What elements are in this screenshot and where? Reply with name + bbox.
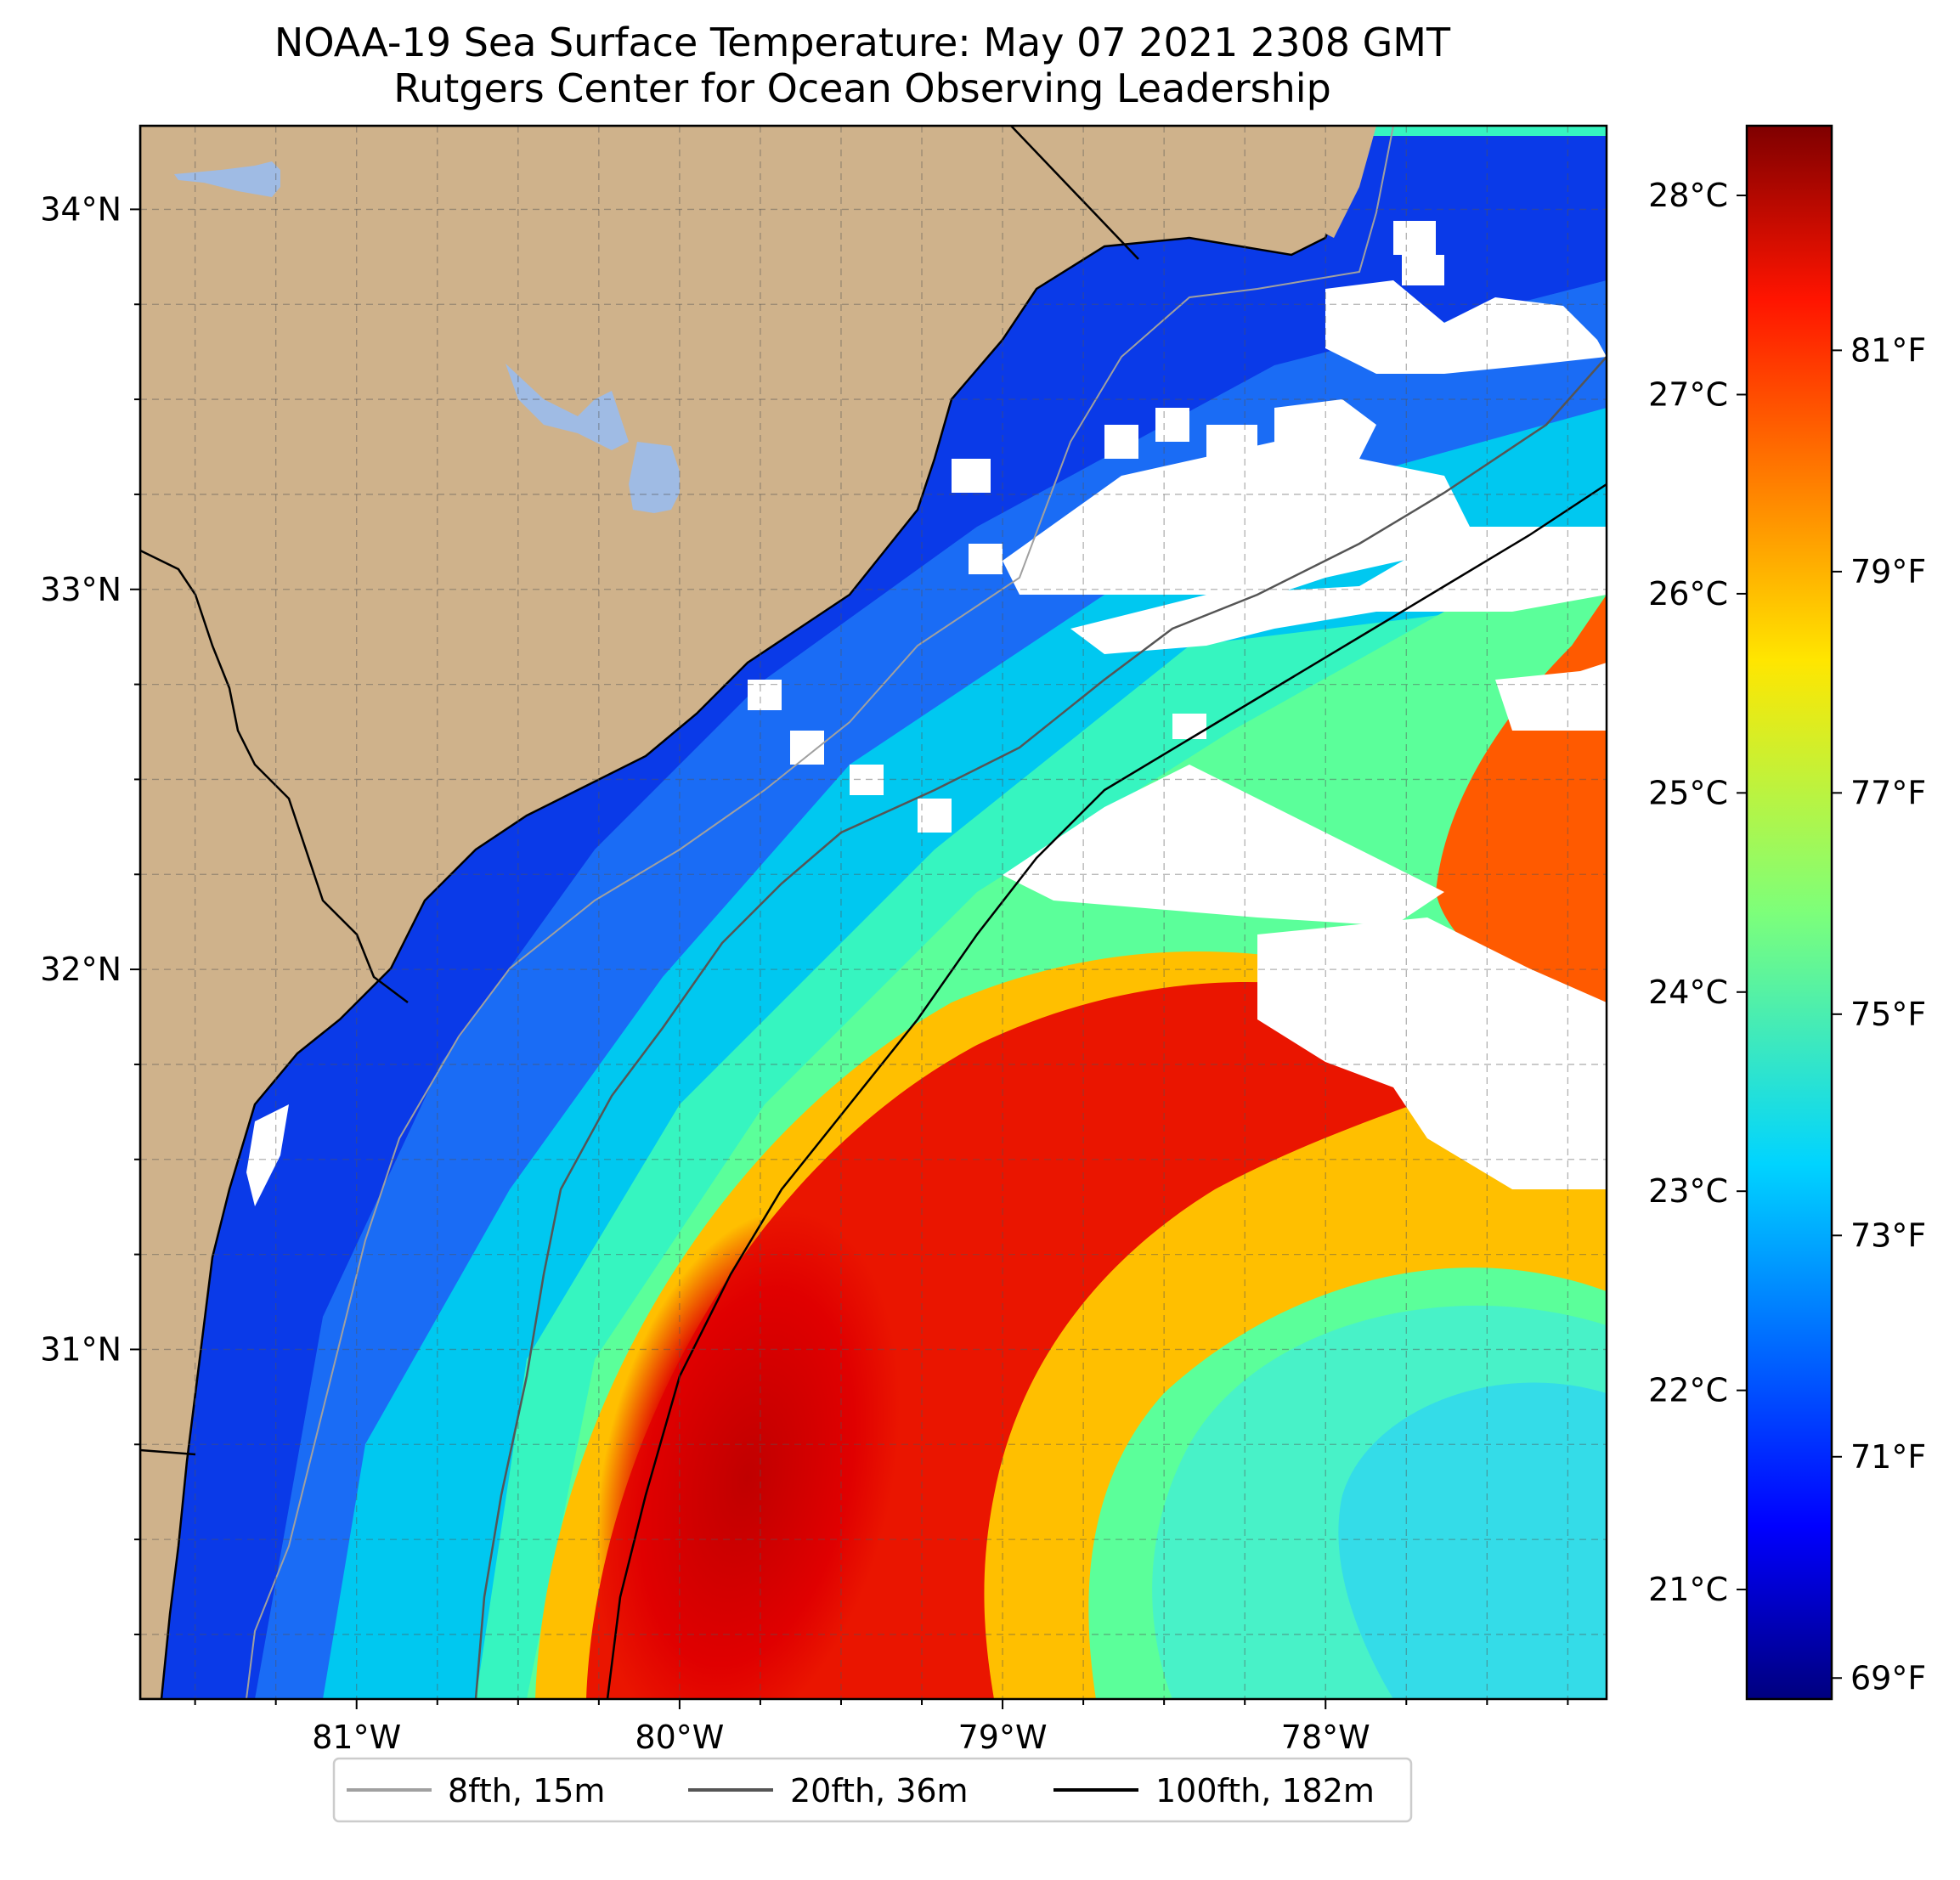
lake-marion bbox=[506, 364, 629, 450]
latitude-axis: 31°N 32°N 33°N 34°N bbox=[40, 190, 140, 1635]
celsius-tick-label: 25°C bbox=[1648, 774, 1728, 811]
celsius-tick-label: 24°C bbox=[1648, 974, 1728, 1011]
figure-title: NOAA-19 Sea Surface Temperature: May 07 … bbox=[274, 20, 1451, 65]
longitude-tick-label: 79°W bbox=[958, 1719, 1048, 1756]
longitude-tick-label: 80°W bbox=[635, 1719, 724, 1756]
fahrenheit-tick-label: 79°F bbox=[1850, 553, 1926, 590]
land-strip-northeast bbox=[1317, 126, 1376, 238]
state-border-north bbox=[1010, 126, 1139, 260]
cloud-mask bbox=[246, 221, 1607, 1206]
contour-8fth-15m bbox=[246, 126, 1394, 1699]
latitude-tick-label: 32°N bbox=[40, 951, 121, 988]
legend: 8fth, 15m 20fth, 36m 100fth, 182m bbox=[332, 1757, 1413, 1823]
state-border-south bbox=[140, 1448, 196, 1456]
celsius-axis: 21°C 22°C 23°C 24°C 25°C 26°C 27°C 28°C bbox=[1648, 177, 1747, 1608]
legend-frame bbox=[332, 1757, 1413, 1823]
latitude-tick-label: 31°N bbox=[40, 1330, 121, 1368]
longitude-tick-label: 81°W bbox=[312, 1719, 401, 1756]
celsius-tick-label: 22°C bbox=[1648, 1372, 1728, 1409]
latitude-tick-label: 34°N bbox=[40, 190, 121, 228]
fahrenheit-tick-label: 71°F bbox=[1850, 1438, 1926, 1476]
gridlines bbox=[140, 126, 1607, 1699]
celsius-tick-label: 27°C bbox=[1648, 375, 1728, 413]
eddy-interior-cyan bbox=[1338, 1382, 1607, 1699]
fahrenheit-tick-label: 73°F bbox=[1850, 1217, 1926, 1254]
state-border bbox=[140, 549, 409, 1003]
map-area bbox=[140, 126, 1607, 1699]
fahrenheit-tick-label: 69°F bbox=[1850, 1659, 1926, 1697]
celsius-tick-label: 26°C bbox=[1648, 575, 1728, 613]
fahrenheit-axis: 69°F 71°F 73°F 75°F 77°F 79°F 81°F bbox=[1832, 331, 1926, 1697]
contour-20fth-36m bbox=[474, 356, 1607, 1699]
celsius-tick-label: 21°C bbox=[1648, 1571, 1728, 1608]
warm-eddy-core bbox=[595, 1211, 901, 1699]
figure-subtitle: Rutgers Center for Ocean Observing Leade… bbox=[393, 65, 1331, 111]
fahrenheit-tick-label: 75°F bbox=[1850, 996, 1926, 1033]
fahrenheit-tick-label: 81°F bbox=[1850, 331, 1926, 369]
longitude-axis: 81°W 80°W 79°W 78°W bbox=[194, 1699, 1569, 1756]
legend-label-100fth: 100fth, 182m bbox=[1155, 1772, 1375, 1809]
lake-north bbox=[174, 161, 280, 197]
legend-label-8fth: 8fth, 15m bbox=[448, 1772, 605, 1809]
celsius-tick-label: 28°C bbox=[1648, 177, 1728, 214]
lake-moultrie bbox=[629, 442, 680, 513]
legend-label-20fth: 20fth, 36m bbox=[790, 1772, 969, 1809]
fahrenheit-tick-label: 77°F bbox=[1850, 774, 1926, 811]
colorbar bbox=[1745, 124, 1833, 1701]
longitude-tick-label: 78°W bbox=[1281, 1719, 1370, 1756]
celsius-tick-label: 23°C bbox=[1648, 1172, 1728, 1210]
map-frame bbox=[138, 124, 1608, 1701]
latitude-tick-label: 33°N bbox=[40, 571, 121, 608]
land-mass bbox=[140, 126, 1361, 1699]
contour-100fth-182m bbox=[606, 483, 1607, 1699]
